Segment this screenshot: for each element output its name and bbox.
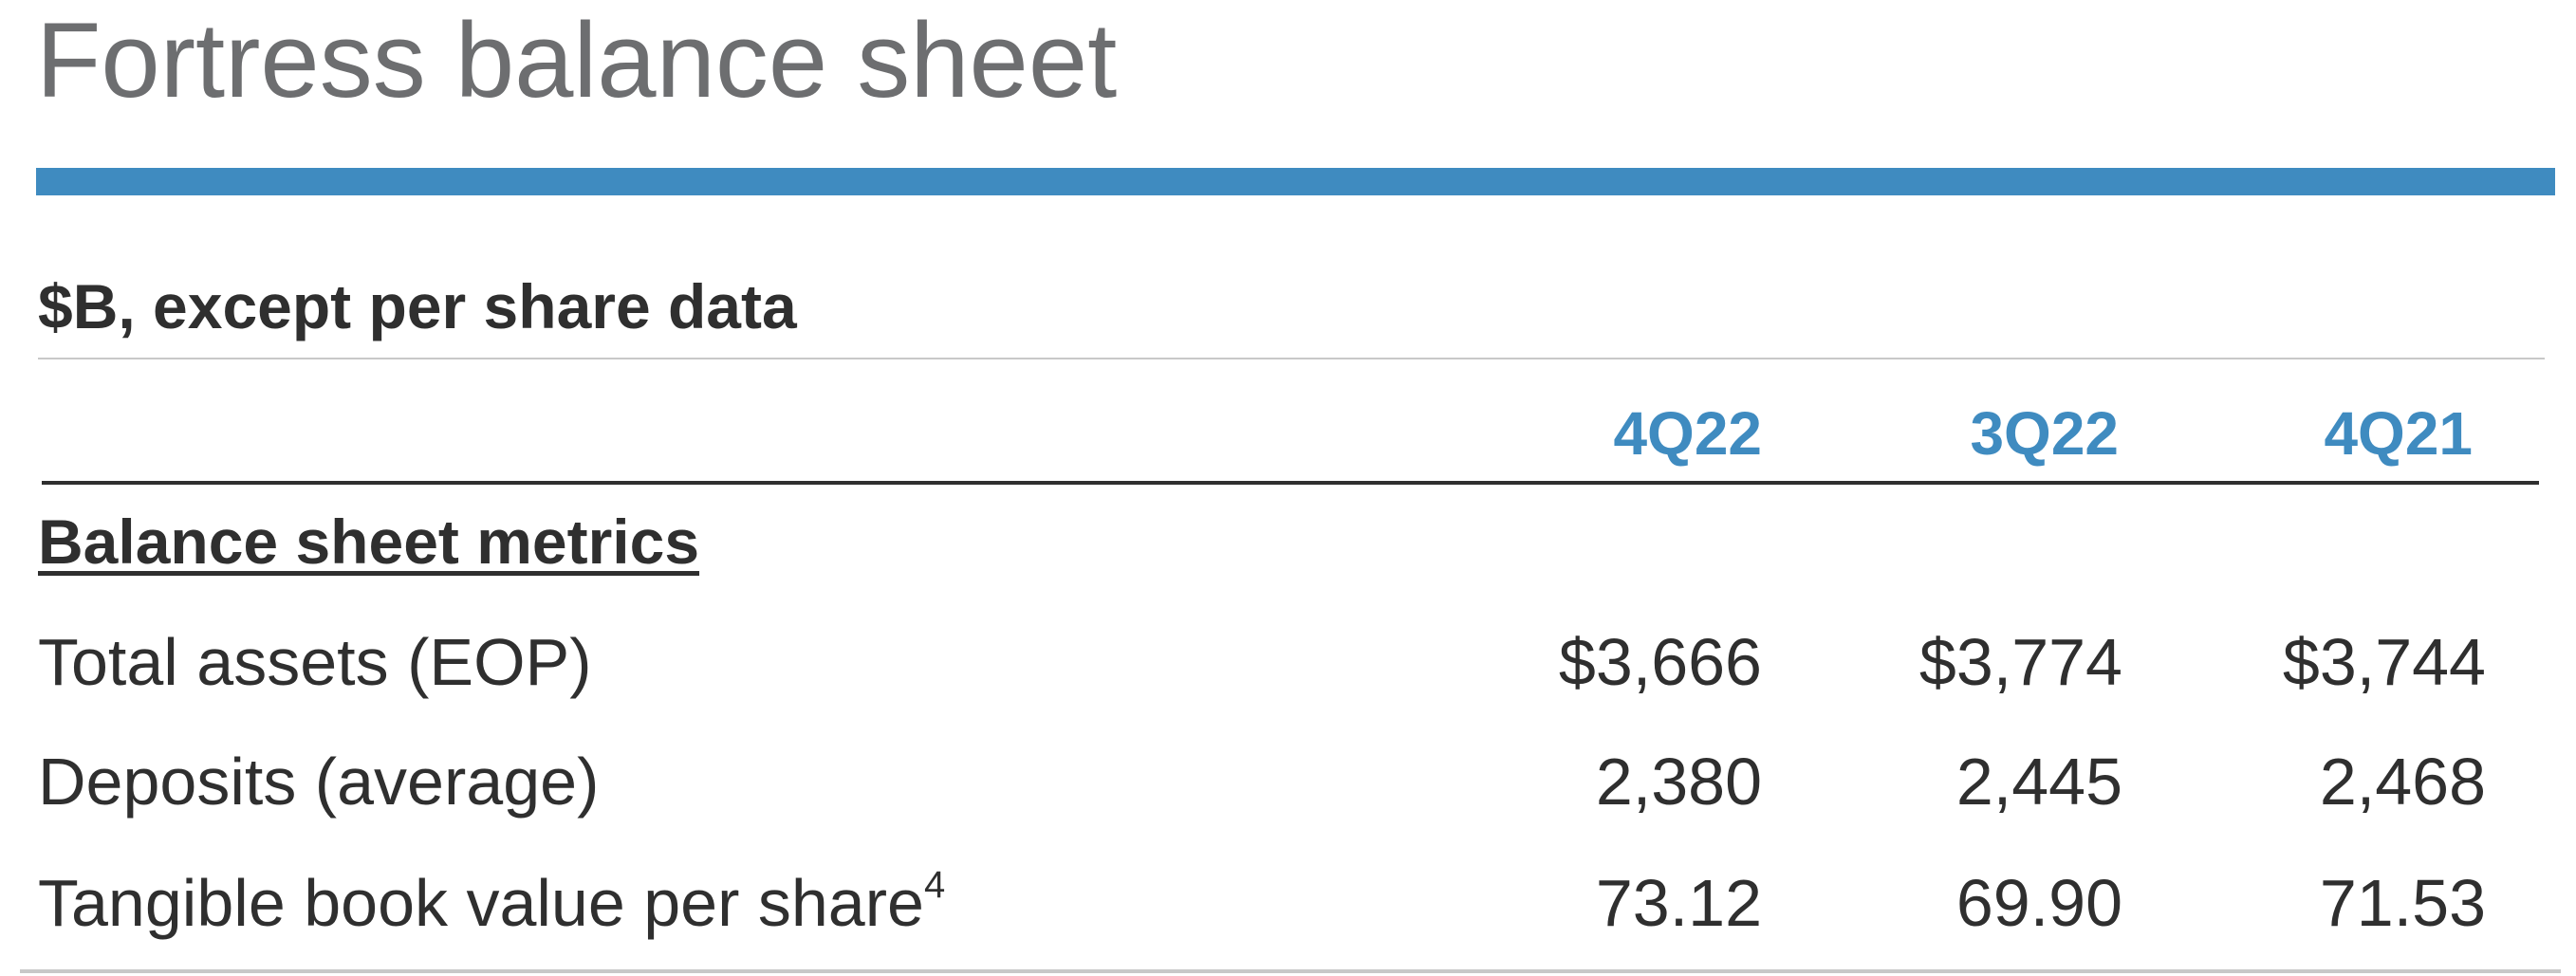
- cell-value: 2,468: [2319, 745, 2486, 819]
- section-heading: Balance sheet metrics: [38, 506, 700, 577]
- cell-value: $3,774: [1918, 625, 2122, 699]
- cell-value: 73.12: [1595, 866, 1762, 940]
- title: Fortress balance sheet: [36, 1, 1118, 120]
- footnote-marker: 4: [923, 864, 946, 906]
- cell-value: 2,380: [1595, 745, 1762, 819]
- title-rule: [36, 168, 2555, 195]
- cell-value: 71.53: [2319, 866, 2486, 940]
- bottom-rule: [20, 969, 2561, 973]
- cell-value: 2,445: [1955, 745, 2122, 819]
- cell-value: $3,666: [1558, 625, 1762, 699]
- column-header: 4Q21: [2324, 399, 2473, 468]
- cell-value: 69.90: [1955, 866, 2122, 940]
- row-label-text: Tangible book value per share: [38, 866, 924, 940]
- row-label-text: Total assets (EOP): [38, 625, 592, 699]
- row-label: Deposits (average): [38, 748, 599, 815]
- column-header: 4Q22: [1613, 399, 1762, 468]
- column-header: 3Q22: [1970, 399, 2119, 468]
- separator: [38, 358, 2545, 359]
- subtitle: $B, except per share data: [38, 271, 797, 341]
- row-label: Total assets (EOP): [38, 629, 592, 695]
- row-label-text: Deposits (average): [38, 745, 600, 819]
- cell-value: $3,744: [2282, 625, 2486, 699]
- header-rule: [42, 481, 2539, 485]
- row-label: Tangible book value per share4: [38, 866, 945, 936]
